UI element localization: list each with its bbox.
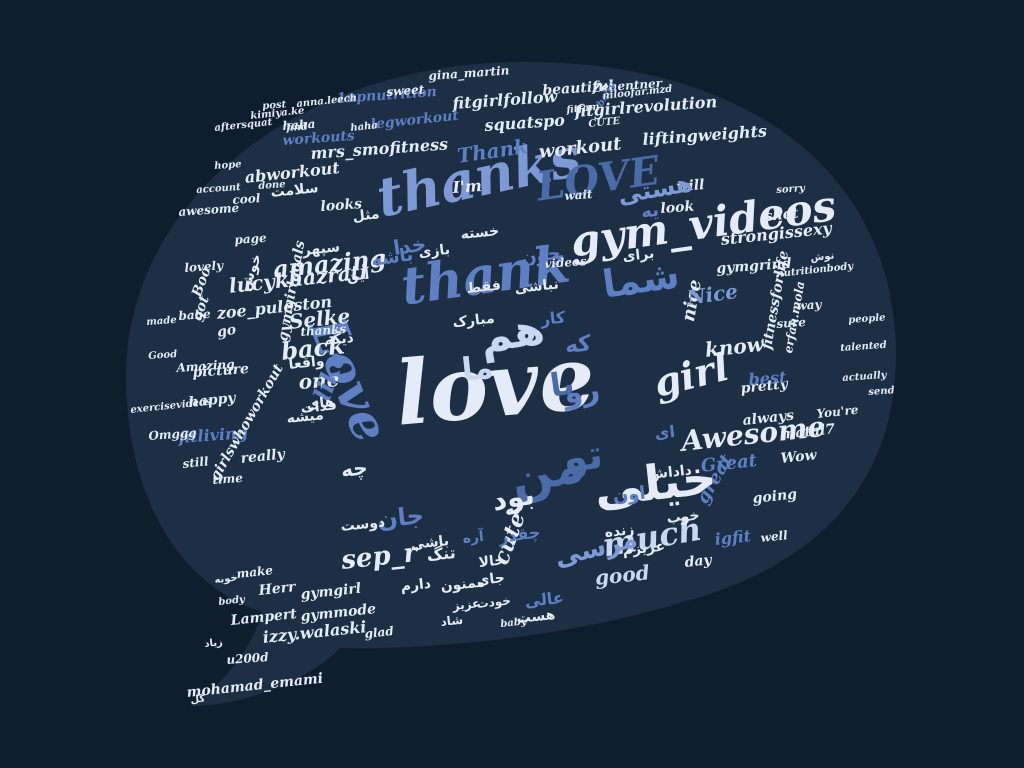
word-132: مثل bbox=[351, 206, 381, 225]
word-145: تنگ bbox=[425, 542, 457, 565]
word-124: چقدر bbox=[497, 522, 542, 547]
word-36: I'm bbox=[451, 175, 483, 197]
word-44: best bbox=[747, 367, 787, 389]
word-50: Herr bbox=[257, 579, 297, 599]
word-138: خسته bbox=[459, 222, 500, 243]
word-127: یه bbox=[639, 199, 661, 223]
word-16: know bbox=[703, 331, 765, 362]
word-77: shot bbox=[763, 205, 800, 225]
word-117: خوب bbox=[665, 507, 701, 527]
word-150: سپهر bbox=[301, 239, 341, 259]
word-152: شاد bbox=[439, 612, 464, 629]
word-149: میشه bbox=[285, 407, 325, 427]
word-52: gymgirl bbox=[299, 580, 362, 603]
word-119: ای bbox=[653, 421, 676, 443]
word-86: hope bbox=[213, 159, 242, 172]
word-170: go bbox=[215, 321, 238, 341]
word-118: عالی bbox=[523, 587, 565, 611]
word-154: خودت bbox=[475, 593, 512, 611]
word-68: body bbox=[217, 594, 246, 608]
word-42: going bbox=[751, 486, 798, 507]
word-151: سلامت bbox=[269, 179, 320, 201]
word-71: time bbox=[211, 470, 244, 487]
word-120: اون bbox=[611, 482, 647, 507]
word-94: Good bbox=[147, 348, 178, 362]
word-60: matal7 bbox=[779, 421, 836, 443]
word-140: مبارک bbox=[451, 310, 496, 331]
word-61: You're bbox=[815, 402, 860, 421]
word-159: گل bbox=[189, 693, 206, 706]
word-163: anna.leech bbox=[295, 92, 358, 110]
word-55: mohamad_emami bbox=[185, 670, 324, 701]
word-49: still bbox=[181, 454, 210, 471]
word-96: talented bbox=[839, 339, 888, 354]
word-39: look bbox=[659, 198, 695, 217]
word-158: زیاد bbox=[203, 637, 224, 650]
word-108: رو bbox=[561, 372, 603, 412]
word-62: day bbox=[683, 552, 713, 571]
word-70: Omggg bbox=[147, 425, 198, 443]
word-25: liftingweights bbox=[641, 121, 768, 149]
word-146: جای bbox=[475, 570, 506, 589]
word-97: people bbox=[847, 312, 886, 326]
word-113: دارم bbox=[399, 575, 432, 595]
word-168: aftersquat bbox=[213, 116, 273, 134]
word-11: good bbox=[593, 560, 651, 590]
word-161: exercisevideos bbox=[129, 396, 212, 416]
word-73: page bbox=[233, 230, 268, 247]
word-66: glad bbox=[363, 623, 395, 641]
word-107: که bbox=[563, 331, 593, 359]
word-99: send bbox=[867, 385, 895, 398]
word-155: خوبه bbox=[213, 572, 239, 586]
word-142: بازی bbox=[417, 241, 451, 261]
word-136: آره bbox=[461, 528, 485, 547]
word-79: way bbox=[795, 297, 822, 313]
word-128: واقعا bbox=[287, 353, 326, 373]
word-63: igfit bbox=[713, 526, 752, 549]
word-87: wait bbox=[563, 187, 594, 203]
word-18: Nice bbox=[685, 278, 740, 310]
word-143: فقط bbox=[465, 277, 502, 297]
word-82: sweet bbox=[385, 82, 425, 99]
word-144: برای bbox=[621, 245, 656, 265]
word-116: زنده bbox=[603, 521, 636, 541]
word-83: find bbox=[285, 121, 309, 134]
word-92: sorry bbox=[775, 183, 806, 196]
speech-bubble-shape bbox=[125, 61, 896, 706]
word-98: actually bbox=[841, 369, 887, 384]
word-110: چه bbox=[339, 455, 369, 482]
word-31: gina_martin bbox=[427, 63, 510, 83]
word-45: really bbox=[239, 446, 286, 467]
word-135: نه bbox=[503, 498, 522, 519]
word-43: Wow bbox=[779, 447, 818, 467]
word-65: well bbox=[759, 528, 789, 545]
word-101: خیلی bbox=[591, 449, 720, 518]
word-125: عزیزم bbox=[621, 538, 666, 559]
word-147: حالا bbox=[477, 552, 506, 571]
word-157: نوش bbox=[809, 250, 835, 264]
word-75: awesome bbox=[177, 200, 240, 219]
word-67: make bbox=[235, 563, 274, 581]
word-106: ما bbox=[459, 347, 496, 389]
word-167: baby bbox=[499, 616, 528, 630]
word-137: دیگه bbox=[323, 329, 355, 349]
word-95: made bbox=[145, 314, 178, 328]
word-133: کار bbox=[539, 307, 567, 329]
word-93: u200d bbox=[225, 650, 269, 667]
word-78: sure bbox=[775, 314, 807, 331]
word-28: legworkout bbox=[369, 107, 460, 133]
word-10: sep_r bbox=[339, 538, 419, 576]
word-174: CUTE bbox=[587, 115, 621, 130]
